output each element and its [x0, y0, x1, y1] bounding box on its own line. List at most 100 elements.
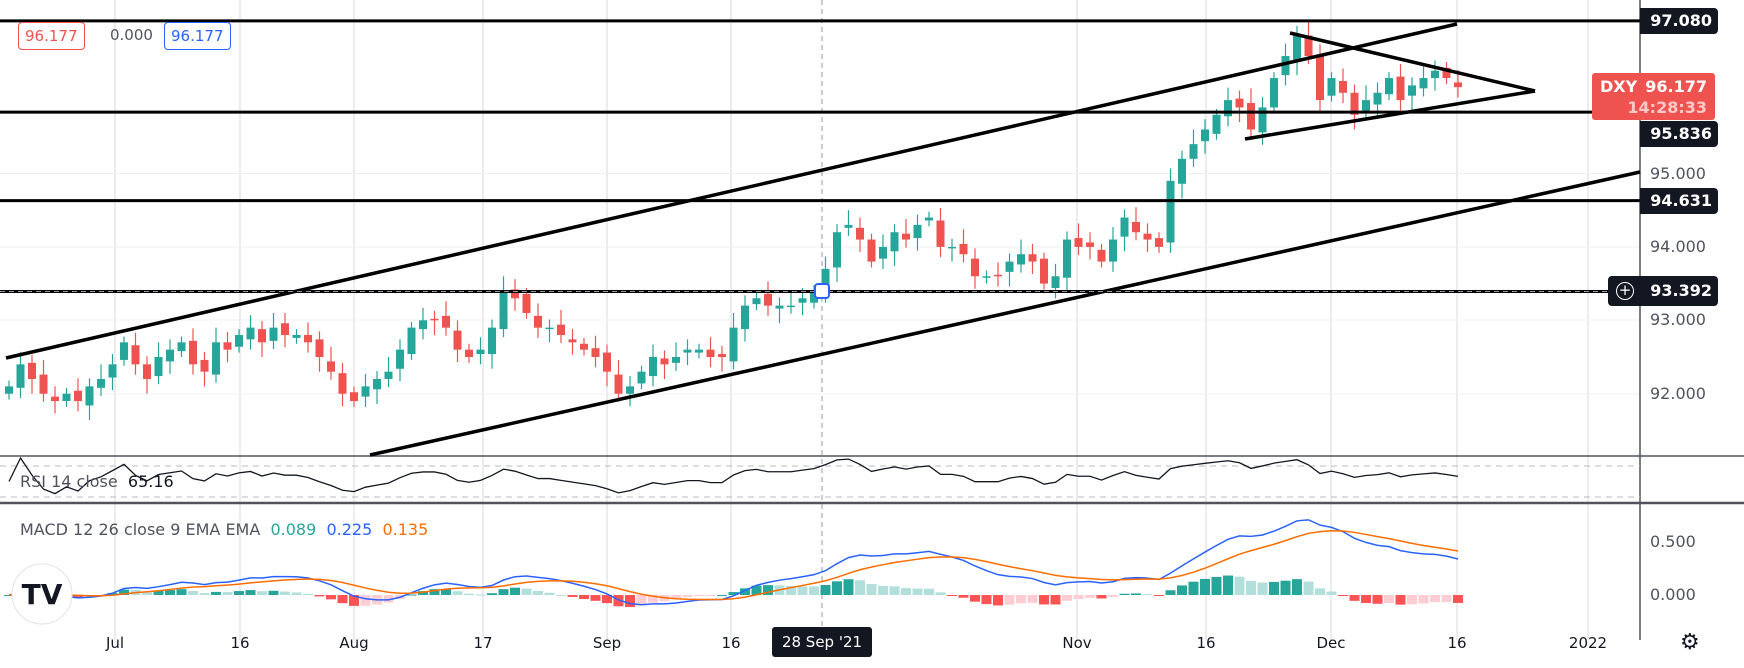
macd-histogram-bar [1395, 595, 1406, 605]
legend-price-red: 96.177 [18, 22, 85, 50]
candle-body [902, 233, 910, 240]
candle-body [1005, 261, 1014, 272]
time-tick: 16 [230, 634, 250, 652]
macd-histogram-bar [717, 594, 727, 596]
macd-histogram-bar [1303, 581, 1314, 595]
candle-body [936, 220, 945, 247]
macd-histogram-bar [1326, 591, 1337, 595]
macd-histogram-bar [625, 595, 635, 608]
settings-gear-icon[interactable]: ⚙ [1680, 630, 1700, 655]
candle-body [1258, 107, 1267, 133]
level-label-95836: 95.836 [1640, 121, 1718, 147]
candle-body [1017, 254, 1025, 265]
macd-histogram-bar [418, 591, 428, 595]
macd-histogram-bar [602, 595, 612, 604]
macd-histogram-bar [475, 594, 486, 596]
macd-histogram-bar [878, 585, 888, 595]
candle-body [384, 371, 393, 380]
macd-histogram-bar [1384, 595, 1394, 604]
macd-histogram-bar [1039, 595, 1049, 605]
add-alert-plus-icon[interactable]: + [1616, 282, 1634, 300]
macd-histogram-bar [1292, 579, 1302, 595]
tradingview-logo: TV [11, 563, 73, 625]
candle-body [729, 327, 738, 362]
macd-histogram-bar [1211, 576, 1222, 595]
trendline-drawings[interactable] [0, 19, 1641, 457]
time-tick: 2022 [1568, 634, 1608, 652]
macd-histogram-bar [1372, 595, 1383, 604]
macd-histogram-bar [1073, 595, 1084, 600]
macd-histogram-bar [1016, 595, 1026, 604]
macd-histogram-bar [855, 580, 865, 595]
candle-body [913, 224, 922, 239]
time-crosshair-label: 28 Sep '21 [772, 627, 872, 657]
candle-body [1362, 100, 1370, 112]
candle-body [522, 293, 531, 313]
candle-body [1442, 67, 1451, 79]
candle-body [821, 268, 830, 293]
candle-body [890, 232, 899, 252]
macd-histogram-bar [1418, 595, 1429, 604]
macd-histogram-bar [924, 588, 934, 595]
candle-body [131, 345, 140, 365]
candle-body [844, 224, 853, 228]
candles [5, 20, 1462, 421]
candle-body [867, 239, 876, 262]
macd-histogram-bar [222, 592, 233, 595]
candle-body [1074, 238, 1083, 247]
candle-body [1431, 70, 1439, 79]
macd-histogram-bar [257, 591, 267, 595]
macd-histogram-bar [671, 595, 681, 600]
candle-body [1143, 233, 1152, 240]
crosshair-price-label[interactable]: + 93.392 [1608, 276, 1718, 306]
candle-body [465, 349, 473, 357]
candle-body [1396, 76, 1405, 101]
macd-histogram-bar [1453, 595, 1463, 603]
candle-body [787, 305, 795, 308]
candle-body [798, 298, 807, 303]
candle-body [1201, 129, 1209, 142]
candle-body [407, 327, 416, 355]
macd-histogram-bar [1246, 580, 1256, 595]
macd-histogram-bar [970, 595, 980, 602]
last-price-label: DXY 96.177 14:28:33 [1592, 73, 1715, 120]
price-tick: 93.000 [1650, 310, 1706, 329]
macd-histogram-bar [406, 594, 417, 596]
macd-histogram-bar [1223, 575, 1233, 595]
macd-histogram-bar [935, 592, 946, 595]
macd-histogram-bar [464, 593, 474, 595]
macd-histogram-bar [1108, 595, 1118, 597]
candle-body [154, 357, 163, 377]
candle-body [281, 323, 289, 335]
time-tick: Sep [592, 634, 622, 652]
macd-histogram-bar [211, 591, 221, 595]
macd-histogram-bar [901, 588, 911, 595]
crosshair-marker[interactable] [814, 283, 830, 299]
candle-body [568, 339, 577, 343]
macd-histogram-bar [383, 595, 394, 603]
rsi-legend: RSI 14 close 65.16 [20, 472, 174, 491]
rsi-value: 65.16 [127, 472, 174, 491]
candle-body [74, 390, 82, 402]
macd-histogram-bar [1085, 595, 1095, 598]
macd-histogram-bar [682, 595, 693, 598]
macd-histogram-bar [1004, 595, 1015, 605]
trendline [5, 22, 1458, 360]
time-tick: Dec [1316, 634, 1346, 652]
time-tick: 16 [1196, 634, 1216, 652]
macd-histogram-bar [694, 595, 704, 596]
candle-body [1339, 81, 1347, 93]
candle-body [1281, 56, 1290, 76]
level-label-94631: 94.631 [1640, 188, 1718, 214]
candle-body [1212, 114, 1221, 134]
candle-body [51, 396, 59, 402]
candle-body [775, 305, 784, 309]
candle-body [856, 227, 864, 240]
candle-body [545, 327, 554, 330]
macd-histogram-bar [360, 595, 371, 606]
candle-body [879, 246, 887, 259]
macd-histogram-bar [947, 595, 957, 596]
candle-body [649, 357, 657, 377]
candle-body [1063, 239, 1071, 278]
